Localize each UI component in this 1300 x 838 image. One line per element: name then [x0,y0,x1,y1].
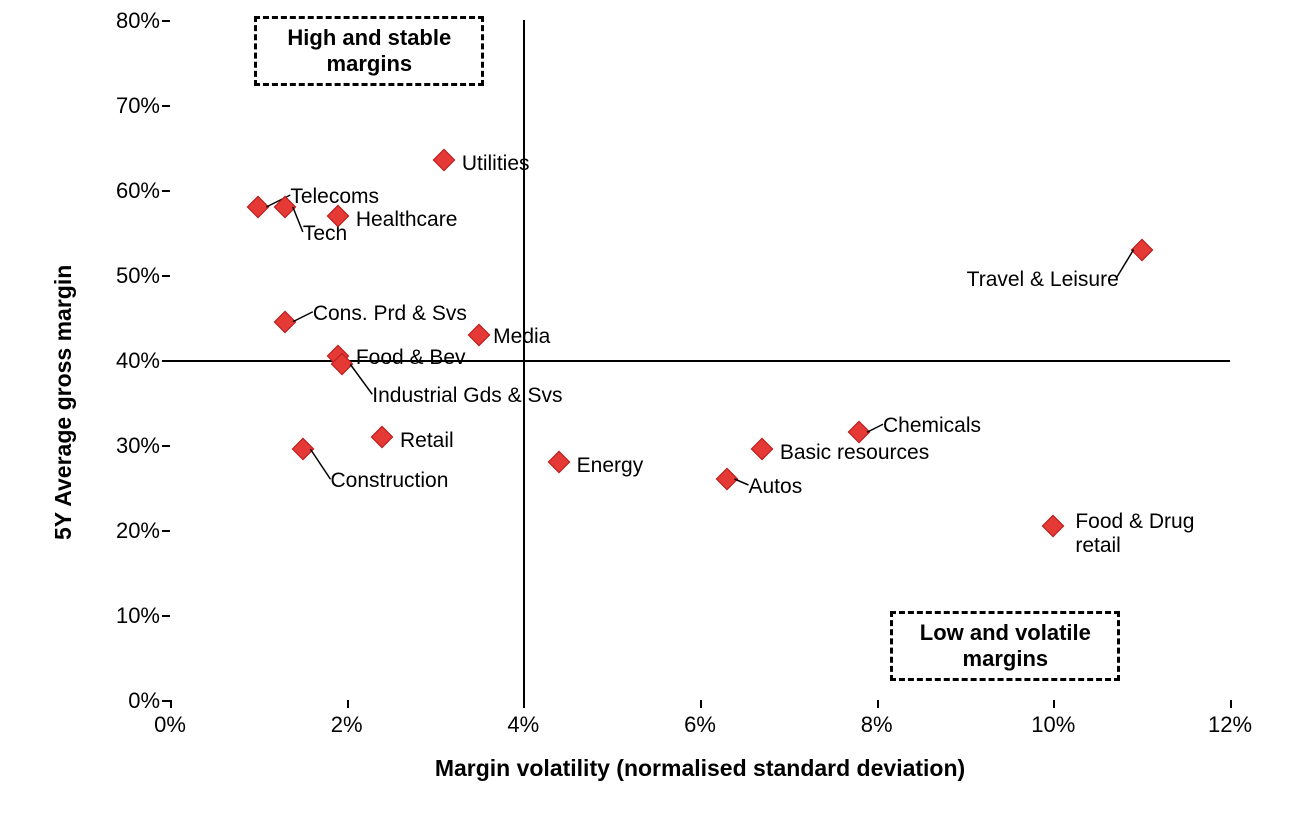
point-label: Cons. Prd & Svs [313,302,467,326]
data-point [274,310,297,333]
point-label: Industrial Gds & Svs [372,384,562,408]
plot-area: 0%10%20%30%40%50%60%70%80%0%2%4%6%8%10%1… [170,20,1230,700]
x-axis-label: Margin volatility (normalised standard d… [170,755,1230,782]
y-tick-mark [162,275,170,277]
x-tick-label: 6% [670,712,730,738]
point-label: Energy [577,454,644,478]
annotation-high-stable: High and stablemargins [254,16,484,87]
x-axis-line [170,360,1230,362]
point-label: Travel & Leisure [967,268,1119,292]
y-tick-mark [162,530,170,532]
x-tick-mark [877,700,879,708]
scatter-chart: 5Y Average gross margin 0%10%20%30%40%50… [70,10,1270,790]
point-label: Construction [331,469,449,493]
y-tick-label: 70% [90,93,160,119]
x-tick-mark [700,700,702,708]
x-tick-mark [170,700,172,708]
point-label: Media [493,325,550,349]
y-tick-mark [162,445,170,447]
y-tick-label: 80% [90,8,160,34]
x-tick-mark [1230,700,1232,708]
data-point [433,149,456,172]
y-tick-mark [162,360,170,362]
annotation-low-volatile: Low and volatilemargins [890,611,1120,682]
point-label: Food & Drugretail [1075,510,1194,558]
x-tick-label: 0% [140,712,200,738]
data-point [751,438,774,461]
x-tick-label: 10% [1023,712,1083,738]
point-label: Healthcare [356,208,458,232]
y-tick-mark [162,190,170,192]
point-label: Telecoms [290,185,379,209]
x-tick-label: 2% [317,712,377,738]
y-tick-mark [162,700,170,702]
x-tick-mark [347,700,349,708]
data-point [1130,238,1153,261]
data-point [247,196,270,219]
y-tick-label: 10% [90,603,160,629]
data-point [848,421,871,444]
y-tick-label: 30% [90,433,160,459]
point-label: Retail [400,429,454,453]
x-tick-mark [523,700,525,708]
y-tick-label: 60% [90,178,160,204]
y-tick-mark [162,615,170,617]
y-tick-mark [162,105,170,107]
point-label: Chemicals [883,414,981,438]
data-point [371,425,394,448]
y-tick-label: 0% [90,688,160,714]
y-tick-label: 50% [90,263,160,289]
y-tick-mark [162,20,170,22]
y-axis-line [523,20,525,700]
x-tick-label: 4% [493,712,553,738]
x-tick-label: 8% [847,712,907,738]
x-tick-mark [1053,700,1055,708]
data-point [1042,514,1065,537]
x-tick-label: 12% [1200,712,1260,738]
y-axis-label: 5Y Average gross margin [50,265,77,540]
data-point [468,323,491,346]
point-label: Food & Bev [356,346,466,370]
point-label: Autos [749,475,803,499]
data-point [547,451,570,474]
point-label: Basic resources [780,441,929,465]
data-point [715,468,738,491]
point-label: Utilities [462,152,530,176]
y-tick-label: 20% [90,518,160,544]
data-point [291,438,314,461]
y-tick-label: 40% [90,348,160,374]
point-label: Tech [303,222,347,246]
